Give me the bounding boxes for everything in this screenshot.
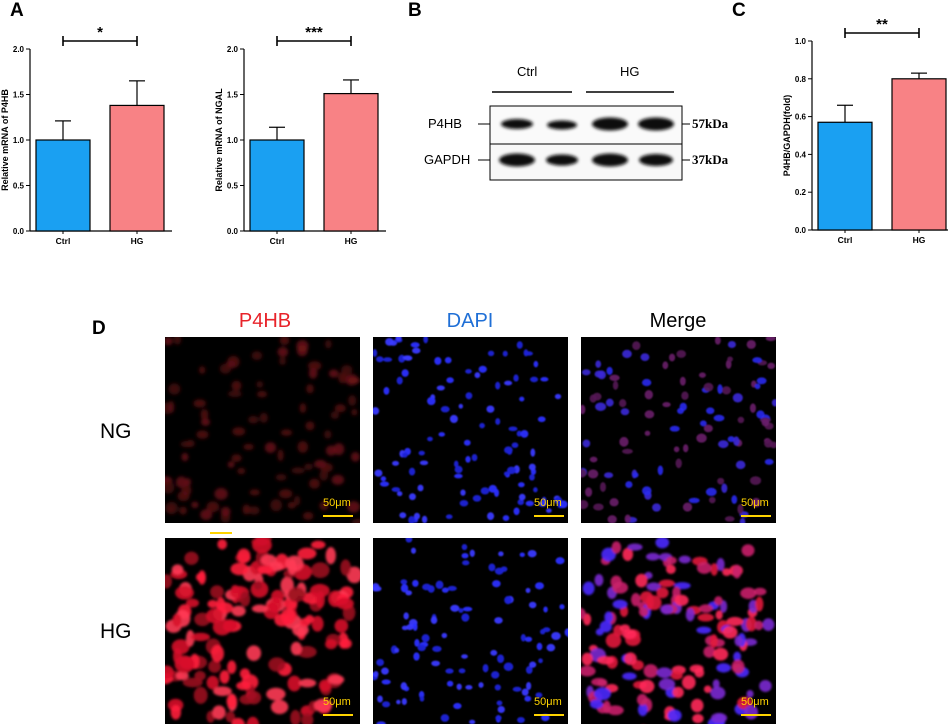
y-tick-label: 1.0 (227, 136, 239, 145)
bar-ctrl (249, 139, 305, 232)
x-tick-label: Ctrl (838, 235, 853, 245)
micrograph-image (165, 538, 360, 724)
scale-label: 50μm (323, 696, 351, 708)
y-axis-label: P4HB/GAPDH(fold) (782, 95, 792, 177)
y-tick-label: 0.5 (13, 182, 25, 191)
ngal-mrna-bar-chart: 0.0 0.5 1.0 1.5 2.0 Relative mRNA of NGAL Ctrl… (214, 24, 386, 246)
row-label-ng: NG (100, 420, 132, 443)
y-tick-label: 0.0 (795, 226, 807, 235)
scale-bar (534, 515, 564, 517)
bar-hg (109, 104, 165, 232)
bar-ctrl (817, 121, 873, 231)
micrograph-hg-p4hb (165, 538, 360, 724)
y-tick-label: 0.5 (227, 182, 239, 191)
scale-label: 50μm (534, 497, 562, 509)
scale-label: 50μm (741, 497, 769, 509)
micrograph-image (581, 538, 775, 724)
bar-hg (891, 78, 947, 231)
micrograph-image (373, 337, 568, 523)
micrograph-ng-p4hb (165, 337, 360, 523)
micrograph-image (165, 337, 360, 523)
stray-scale-mark (210, 532, 232, 534)
scale-label: 50μm (741, 696, 769, 708)
panel-letter-c: C (732, 0, 746, 21)
p4hb-gapdh-bar-chart: 0.0 0.2 0.4 0.6 0.8 1.0 P4HB/GAPDH(fold) Ctrl HG… (782, 16, 948, 245)
wb-band-label-gapdh: GAPDH (424, 152, 471, 167)
wb-band-label-p4hb: P4HB (428, 116, 462, 131)
scale-bar (323, 515, 353, 517)
y-tick-label: 0.6 (795, 113, 807, 122)
panel-letter-a: A (10, 0, 24, 21)
y-tick-label: 1.5 (227, 91, 239, 100)
micrograph-ng-merge (581, 337, 776, 523)
scale-label: 50μm (323, 497, 351, 509)
panel-letter-d: D (92, 318, 106, 339)
micrograph-image (581, 337, 776, 523)
panel-letter-b: B (408, 0, 422, 21)
western-blot-image (478, 91, 690, 181)
scale-bar (534, 714, 564, 716)
x-tick-label: Ctrl (270, 236, 285, 246)
scale-bar (323, 714, 353, 716)
x-tick-label: Ctrl (56, 236, 71, 246)
bar-hg (323, 92, 379, 232)
x-tick-label: HG (913, 235, 926, 245)
y-tick-label: 1.5 (13, 91, 25, 100)
wb-size-gapdh: 37kDa (692, 152, 729, 167)
y-axis-label: Relative mRNA of NGAL (214, 88, 224, 192)
column-title-p4hb: P4HB (238, 310, 292, 332)
x-tick-label: HG (131, 236, 144, 246)
column-title-dapi: DAPI (446, 310, 494, 332)
bar-ctrl (35, 139, 91, 232)
y-tick-label: 2.0 (227, 45, 239, 54)
wb-group-ctrl: Ctrl (517, 64, 538, 79)
row-label-hg: HG (100, 620, 132, 643)
y-axis-label: Relative mRNA of P4HB (0, 89, 10, 191)
micrograph-hg-dapi (373, 538, 568, 724)
scale-bar (741, 714, 771, 716)
column-title-merge: Merge (649, 310, 707, 332)
significance-label: *** (305, 24, 323, 41)
p4hb-mrna-bar-chart: 0.0 0.5 1.0 1.5 2.0 Relative mRNA of P4HB Ctrl… (0, 24, 172, 246)
y-tick-label: 0.8 (795, 75, 807, 84)
micrograph-ng-dapi (373, 337, 568, 523)
y-tick-label: 1.0 (13, 136, 25, 145)
y-tick-label: 1.0 (795, 37, 807, 46)
micrograph-hg-merge (581, 538, 776, 724)
wb-group-hg: HG (620, 64, 640, 79)
western-blot: Ctrl HG P4HB GAPDH 57kDa 37kDa (420, 40, 750, 190)
y-tick-label: 0.4 (795, 150, 807, 159)
scale-label: 50μm (534, 696, 562, 708)
wb-size-p4hb: 57kDa (692, 116, 729, 131)
y-tick-label: 0.2 (795, 188, 807, 197)
significance-label: * (97, 24, 103, 41)
x-tick-label: HG (345, 236, 358, 246)
micrograph-image (373, 538, 568, 724)
y-tick-label: 0.0 (13, 227, 25, 236)
y-tick-label: 0.0 (227, 227, 239, 236)
y-tick-label: 2.0 (13, 45, 25, 54)
scale-bar (741, 515, 771, 517)
significance-label: ** (876, 16, 888, 33)
